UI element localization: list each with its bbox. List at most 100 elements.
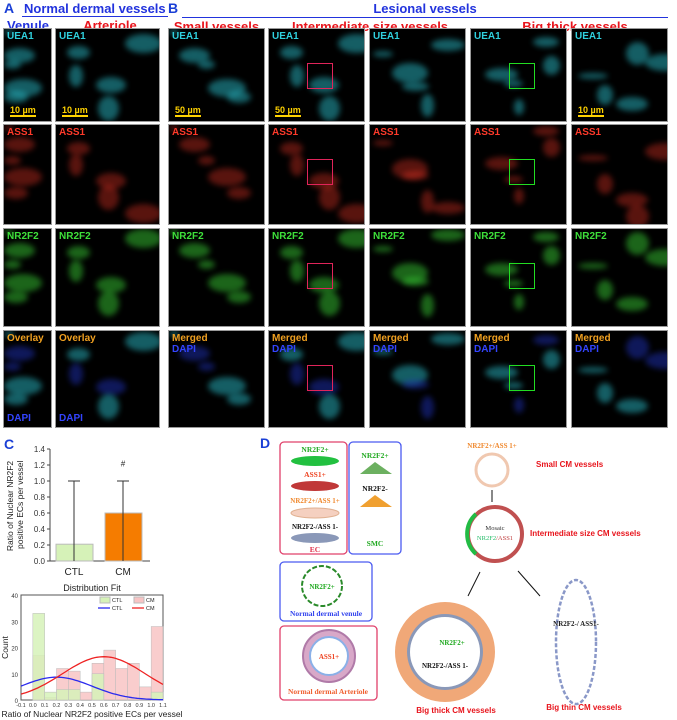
y-tick-label: 1.0 bbox=[34, 477, 46, 486]
ec-label-double-pos: NR2F2+/ASS 1+ bbox=[290, 497, 339, 505]
signal-blob bbox=[198, 156, 215, 165]
y-tick-label: 0.0 bbox=[34, 557, 46, 566]
panel-b-image: NR2F2 bbox=[369, 228, 466, 327]
legend-label: CM bbox=[146, 598, 155, 604]
panel-d-letter: D bbox=[260, 435, 270, 451]
signal-blob bbox=[338, 332, 364, 351]
channel-label: ASS1 bbox=[272, 127, 299, 138]
signal-blob bbox=[431, 229, 465, 241]
panel-a-image: Overlay DAPI bbox=[3, 330, 52, 428]
signal-blob bbox=[626, 232, 649, 255]
channel-label: NR2F2 bbox=[59, 231, 91, 242]
signal-blob bbox=[616, 399, 648, 413]
signal-blob bbox=[198, 60, 215, 69]
signal-blob bbox=[227, 393, 251, 405]
signal-blob bbox=[626, 42, 649, 65]
signal-blob bbox=[338, 229, 364, 248]
signal-blob bbox=[578, 155, 608, 161]
panel-b-image: UEA1 bbox=[470, 28, 567, 122]
panel-b-image: ASS1 bbox=[369, 124, 466, 225]
panel-c-charts: 0.0 0.2 0.4 0.6 0.8 1.0 1.2 1.4 CTL CM # Ratio of N… bbox=[0, 445, 183, 719]
histogram-bar-cm bbox=[150, 626, 164, 701]
panel-b-image: ASS1 bbox=[168, 124, 265, 225]
signal-blob bbox=[543, 56, 560, 75]
y-tick-label: 0.4 bbox=[34, 525, 46, 534]
signal-blob bbox=[543, 138, 560, 157]
channel-label: Merged bbox=[272, 333, 308, 344]
small-vessel-ring bbox=[474, 452, 510, 488]
signal-blob bbox=[67, 246, 90, 259]
thick-neg: NR2F2-/ASS 1- bbox=[422, 662, 469, 670]
histogram-bar-cm bbox=[127, 663, 140, 701]
signal-blob bbox=[4, 29, 14, 35]
y-tick-label: 10 bbox=[11, 673, 18, 679]
signal-blob bbox=[319, 291, 340, 316]
x-tick-label: 0.9 bbox=[136, 703, 144, 709]
signal-blob bbox=[69, 154, 83, 176]
signal-blob bbox=[4, 346, 35, 361]
signal-blob bbox=[179, 48, 210, 63]
signal-blob bbox=[179, 137, 210, 152]
signal-blob bbox=[645, 143, 667, 160]
x-tick-label: 1.1 bbox=[159, 703, 167, 709]
signal-blob bbox=[421, 396, 434, 419]
y-axis-label-line: positive ECs per vessel bbox=[15, 461, 25, 552]
channel-label: ASS1 bbox=[575, 127, 602, 138]
signal-blob bbox=[309, 77, 339, 93]
histogram-bar-ctl bbox=[56, 689, 69, 701]
panel-b-image: Merged DAPI bbox=[571, 330, 668, 428]
thick-label: Big thick CM vessels bbox=[416, 706, 496, 715]
signal-blob bbox=[578, 367, 608, 373]
signal-blob bbox=[421, 190, 434, 213]
arteriole-box bbox=[279, 625, 378, 701]
smc-box bbox=[348, 441, 402, 555]
signal-blob bbox=[373, 246, 393, 252]
x-tick-label: 0.8 bbox=[124, 703, 132, 709]
channel-label: NR2F2 bbox=[474, 231, 506, 242]
legend-swatch bbox=[99, 596, 111, 604]
signal-blob bbox=[67, 348, 90, 361]
signal-blob bbox=[421, 294, 434, 317]
signal-blob bbox=[4, 60, 21, 69]
panel-a-image: UEA1 10 µm bbox=[3, 28, 52, 122]
signal-blob bbox=[4, 79, 42, 97]
mosaic-nr2f2: NR2F2 bbox=[477, 535, 496, 542]
x-tick-label: 0.7 bbox=[112, 703, 120, 709]
signal-blob bbox=[402, 277, 429, 286]
signal-blob bbox=[198, 362, 215, 371]
panel-c-letter: C bbox=[4, 436, 15, 452]
dapi-label: DAPI bbox=[7, 413, 31, 424]
signal-blob bbox=[125, 229, 159, 248]
signal-blob bbox=[169, 29, 179, 35]
y-axis-label-line: Ratio of Nuclear NR2F2 bbox=[5, 461, 15, 552]
signal-blob bbox=[4, 137, 35, 152]
x-tick-label: 0.6 bbox=[100, 703, 108, 709]
channel-label: ASS1 bbox=[59, 127, 86, 138]
signal-blob bbox=[514, 397, 524, 413]
channel-label: UEA1 bbox=[272, 31, 299, 42]
channel-label: ASS1 bbox=[373, 127, 400, 138]
scale-bar: 10 µm bbox=[578, 105, 604, 117]
channel-label: Merged bbox=[575, 333, 611, 344]
ec-cell-green bbox=[291, 456, 339, 466]
y-tick-label: 0.6 bbox=[34, 509, 46, 518]
signal-blob bbox=[626, 205, 649, 224]
signal-blob bbox=[514, 188, 524, 204]
signal-blob bbox=[125, 34, 159, 53]
legend-label: CTL bbox=[112, 606, 122, 612]
ec-box-label: EC bbox=[310, 545, 320, 554]
signal-blob bbox=[597, 383, 613, 403]
signal-blob bbox=[169, 229, 179, 235]
scale-bar: 50 µm bbox=[275, 105, 301, 117]
y-tick-label: 1.4 bbox=[34, 445, 46, 454]
legend-label: CTL bbox=[112, 598, 122, 604]
panel-a-image: ASS1 bbox=[55, 124, 160, 225]
signal-blob bbox=[96, 277, 126, 293]
channel-label: Merged bbox=[172, 333, 208, 344]
channel-label: Merged bbox=[373, 333, 409, 344]
signal-blob bbox=[280, 246, 303, 259]
signal-blob bbox=[67, 142, 90, 155]
roi-box bbox=[307, 159, 333, 185]
signal-blob bbox=[543, 246, 560, 265]
signal-blob bbox=[96, 173, 126, 189]
